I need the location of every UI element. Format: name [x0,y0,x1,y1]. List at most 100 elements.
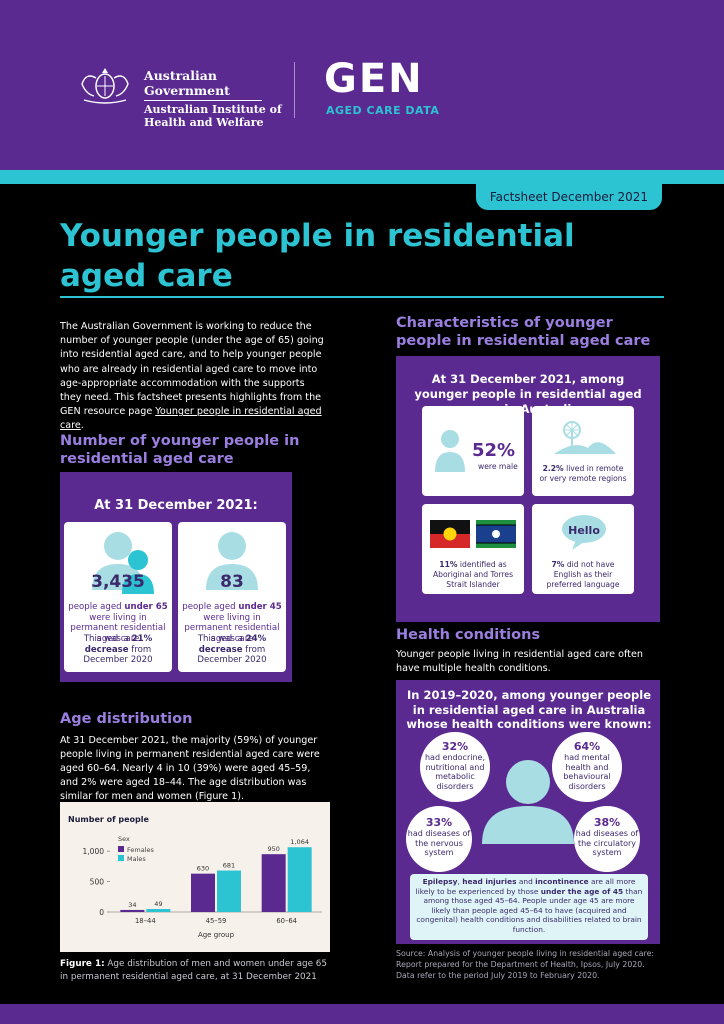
note-t2: and [516,877,536,886]
under-45-text: people aged under 45 were living in perm… [182,602,282,644]
under-45-rest: were living in permanent residential age… [184,612,280,644]
coat-of-arms-icon [81,68,129,104]
age-paragraph: At 31 December 2021, the majority (59%) … [60,735,320,802]
age-chart: Number of people Sex Females Males 0 500 1,000… [60,802,330,952]
under-45-value: 83 [220,572,244,592]
indigenous-text: 11% identified as Aboriginal and Torres … [426,560,520,590]
note-t4: than among those aged 45–64. People unde… [416,886,643,934]
nervous-system-circle: 33% had diseases of the nervous system [406,806,472,872]
resource-page-link[interactable]: Younger people in residential aged care [60,406,322,432]
bar-males-1 [217,870,241,912]
characteristics-box-title: At 31 December 2021, among younger peopl… [414,372,642,416]
page-title: Younger people in residential aged care [60,218,575,294]
male-person-icon [435,430,465,472]
aboriginal-flag-icon [430,520,470,548]
bar-value-label: 1,064 [290,838,309,846]
bar-value-label: 34 [128,901,136,909]
under-45-card: 83 people aged under 45 were living in p… [178,522,286,672]
number-box-title: At 31 December 2021: [94,498,258,513]
under-65-card: 3,435 people aged under 65 were living i… [64,522,172,672]
remote-card: 2.2% lived in remote or very remote regi… [532,406,634,496]
intro-text: The Australian Government is working to … [60,321,324,418]
gov-line-3: Health and Welfare [144,116,264,129]
health-heading: Health conditions [396,627,541,643]
two-people-icon [92,532,154,594]
bar-value-label: 630 [197,865,209,873]
language-text: 7% did not have English as their preferr… [538,560,628,590]
x-tick-label: 60–64 [276,917,297,925]
nervous-system-text: had diseases of the nervous system [407,829,471,858]
health-box-title: In 2019–2020, among younger people in re… [406,688,652,731]
characteristics-heading: Characteristics of younger people in res… [396,315,651,349]
title-divider [60,296,664,298]
intro-end: . [80,420,84,432]
bar-females-0 [120,909,145,912]
brain-conditions-note: Epilepsy, head injuries and incontinence… [410,874,648,940]
circulatory-circle: 38% had diseases of the circulatory syst… [574,806,640,872]
bar-value-label: 950 [267,845,279,853]
speech-bubble-icon [562,515,606,550]
note-t3: are all more likely to be experienced by… [415,877,636,896]
legend-swatch-males [118,855,124,861]
bar-females-2 [261,854,286,912]
under-45-change-post: from December 2020 [197,644,267,666]
under-65-change-bold: 21% decrease [84,634,153,655]
under-65-rest: were living in permanent residential age… [70,612,166,644]
factsheet-badge: Factsheet December 2021 [475,184,662,210]
legend-label-females: Females [127,846,155,854]
male-text: were male [478,462,518,471]
under-45-change-pre: This was a [197,634,246,644]
legend-label-males: Males [127,855,146,863]
nervous-system-pct: 33% [425,816,453,829]
bar-males-0 [146,909,171,912]
endocrine-circle: 32% had endocrine, nutritional and metab… [420,732,490,802]
figure-caption: Figure 1: Age distribution of men and wo… [60,958,330,983]
under-65-change-pre: This was a [83,634,132,644]
under-65-text: people aged under 65 were living in perm… [68,602,168,644]
under-65-pre: people aged [68,602,125,612]
mental-health-circle: 64% had mental health and behavioural di… [552,732,622,802]
source-note: Source: Analysis of younger people livin… [396,949,655,980]
x-tick-label: 45–59 [206,917,227,925]
under-65-bold: under 65 [124,602,168,612]
age-section-heading: Age distribution [60,711,193,727]
indigenous-value: 11% [439,560,458,569]
note-incontinence: incontinence [535,877,589,886]
torres-strait-flag-icon [476,520,516,548]
figure-caption-text: Age distribution of men and women under … [60,959,327,982]
chart-ylabel: Number of people [68,815,149,824]
circulatory-pct: 38% [593,816,621,829]
note-head-injuries: head injuries [462,877,517,886]
indigenous-desc: identified as Aboriginal and Torres Stra… [432,560,514,589]
male-value: 52% [472,440,516,461]
gov-logo-text: Australian Government Australian Institu… [144,68,282,129]
language-value: 7% [551,560,565,569]
header-accent-band [0,170,724,184]
under-45-bold: under 45 [238,602,282,612]
legend-swatch-females [118,846,124,852]
under-45-change: This was a 24% decrease from December 20… [182,634,282,666]
footer-band [0,1004,724,1024]
under-65-value: 3,435 [91,572,145,592]
logo-divider [294,62,295,118]
endocrine-text: had endocrine, nutritional and metabolic… [424,753,485,791]
under-65-change-post: from December 2020 [83,644,153,666]
note-under-45: under the age of 45 [540,886,624,896]
windmill-landscape-icon [554,421,616,454]
figure-label: Figure 1: [60,959,105,969]
chart-legend-title: Sex [118,835,130,843]
person-icon [206,532,258,590]
gov-line-1: Australian Government [144,68,262,101]
under-45-pre: people aged [182,602,239,612]
gen-logo: GEN [324,56,424,102]
bar-females-1 [191,873,215,912]
male-card: 52% were male [422,406,524,496]
gen-subtitle: AGED CARE DATA [326,104,440,117]
indigenous-card: 11% identified as Aboriginal and Torres … [422,504,524,594]
page-header: Australian Government Australian Institu… [0,0,724,170]
number-section-heading: Number of younger people in residential … [60,433,300,467]
mental-health-text: had mental health and behavioural disord… [563,753,611,791]
intro-paragraph: The Australian Government is working to … [60,320,328,434]
remote-desc: lived in remote or very remote regions [539,464,627,483]
